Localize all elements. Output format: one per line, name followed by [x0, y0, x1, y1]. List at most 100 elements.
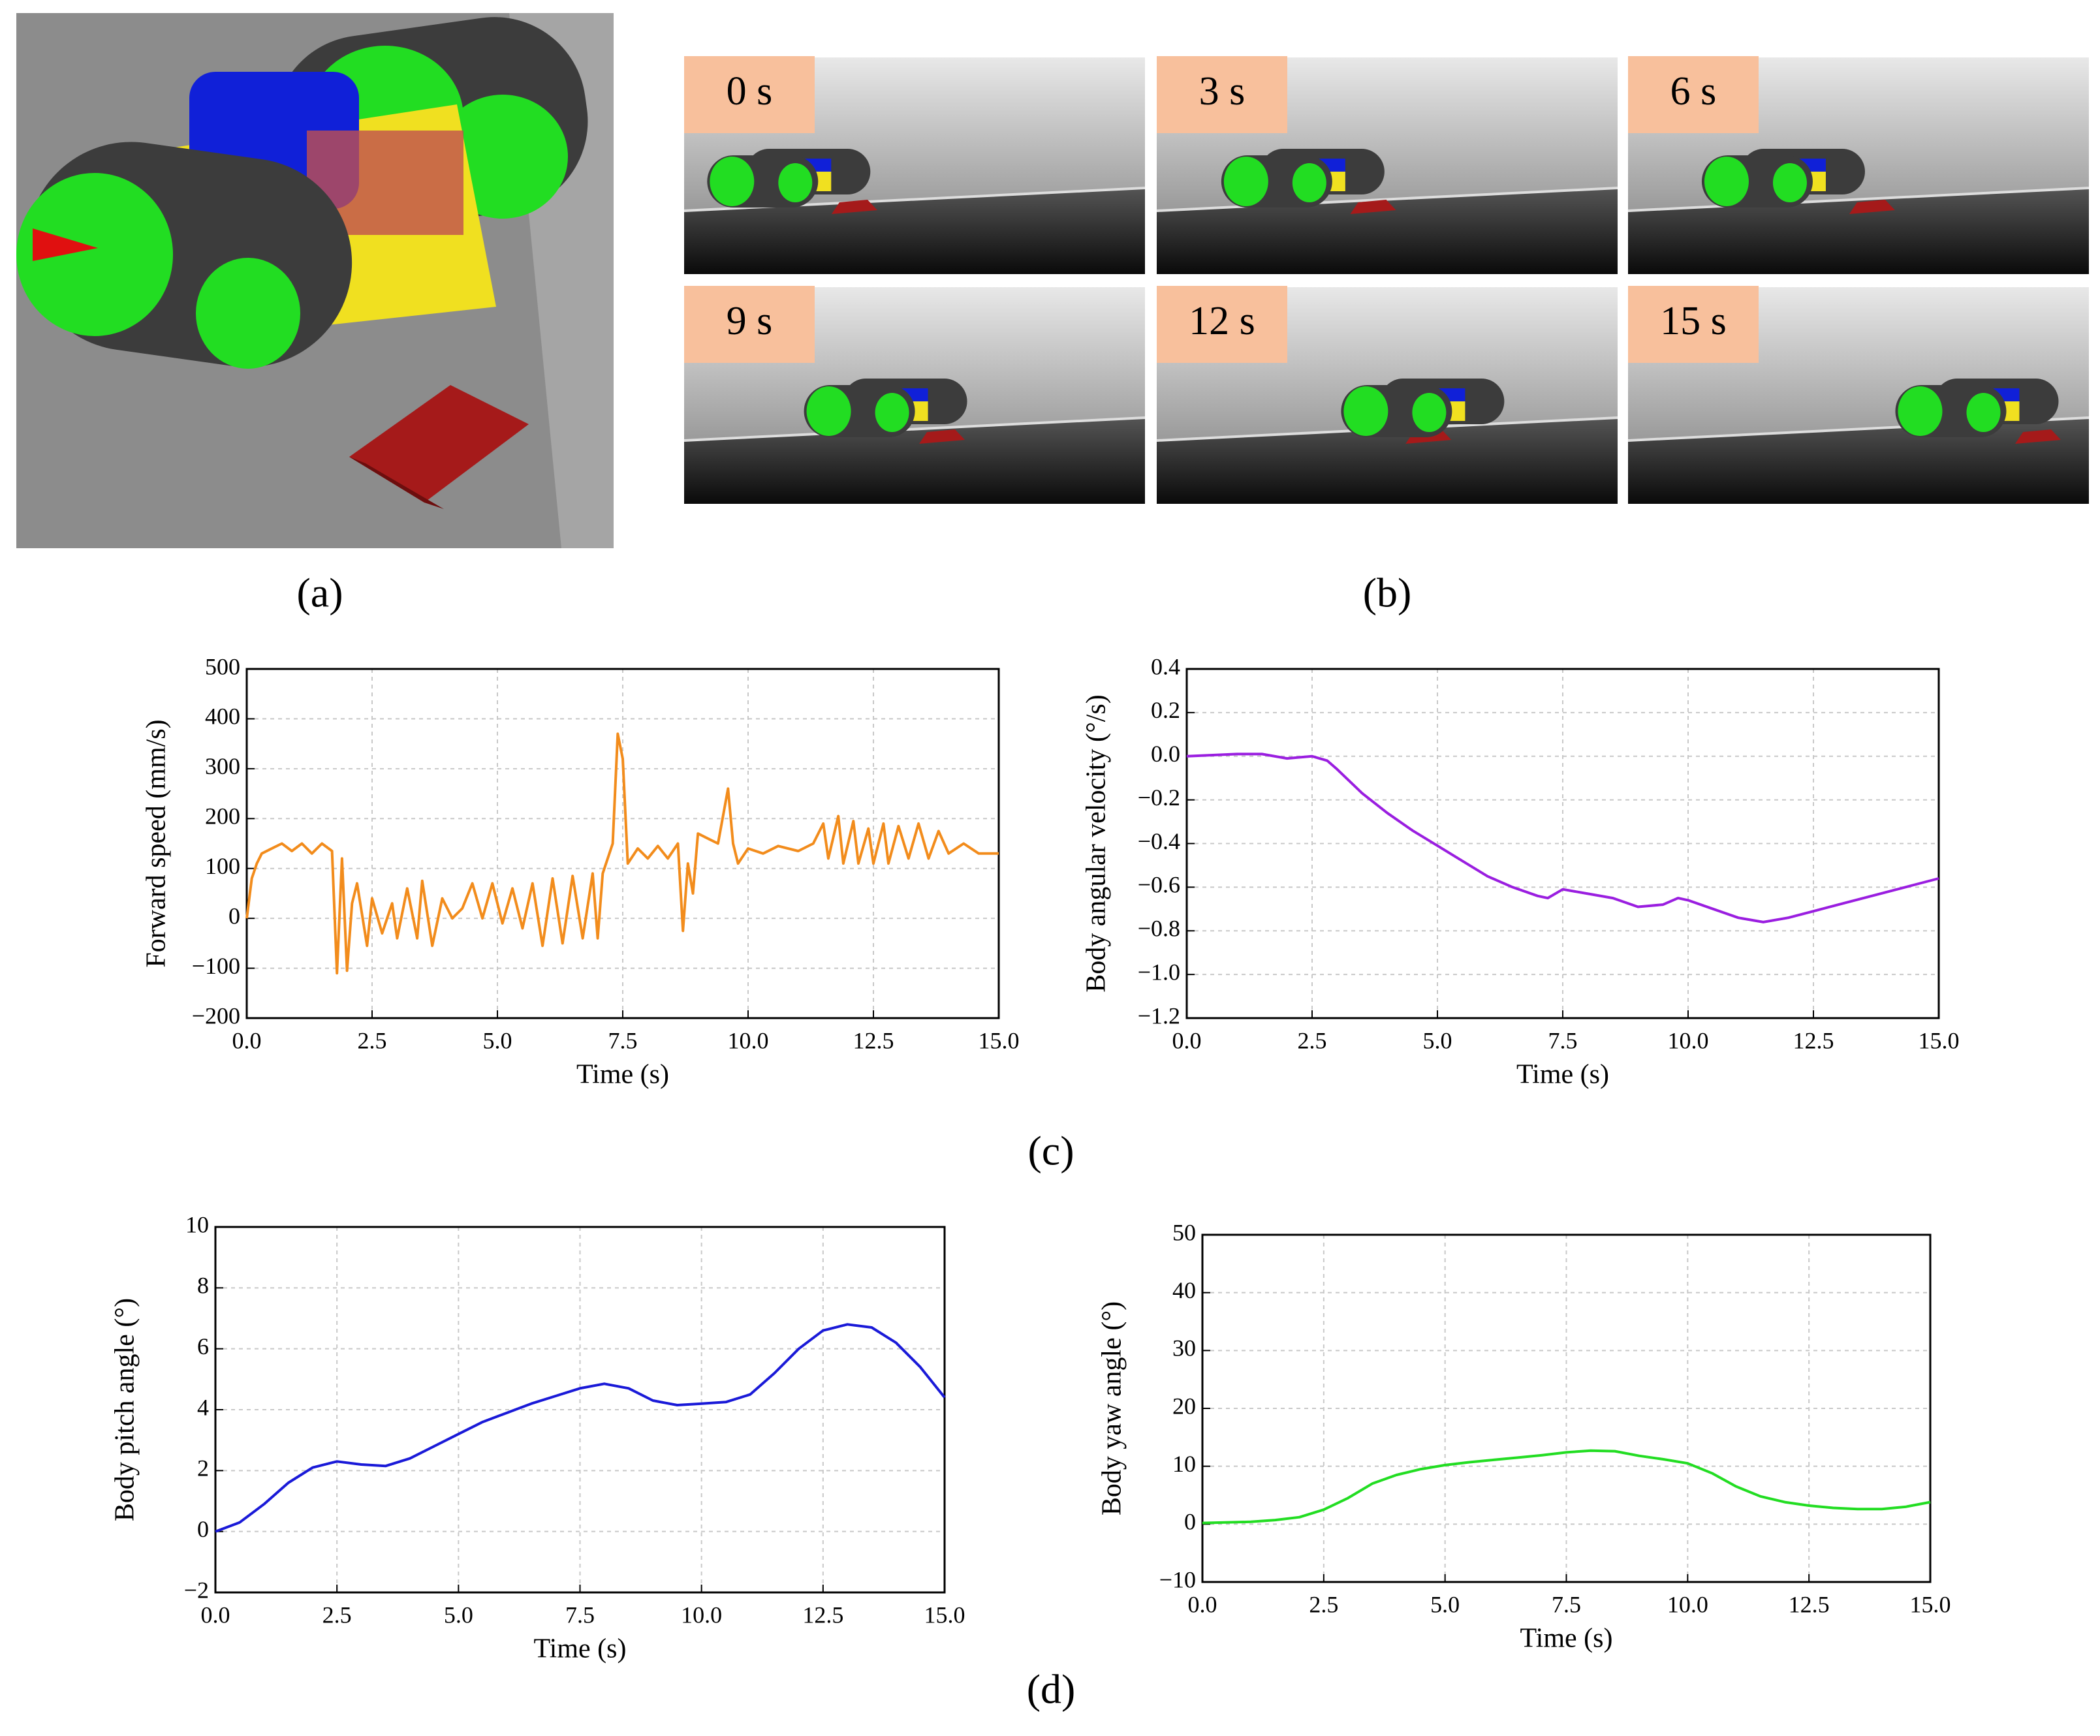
time-label: 0 s [727, 69, 773, 114]
y-tick-label: 0.2 [1151, 697, 1180, 723]
y-axis-label: Forward speed (mm/s) [142, 719, 172, 967]
plot-frame [214, 1226, 946, 1594]
x-tick-label: 12.5 [1789, 1591, 1830, 1617]
obstacle [831, 200, 877, 214]
robot-wheel [1772, 163, 1807, 202]
x-tick-label: 12.5 [1793, 1027, 1834, 1053]
snapshot: 3 s [1156, 56, 1618, 274]
x-axis-label: Time (s) [576, 1060, 669, 1090]
x-tick-label: 0.0 [1172, 1027, 1202, 1053]
robot-wheel [1343, 386, 1388, 436]
snapshot-floor [1628, 418, 2089, 504]
snapshot-floor [1628, 188, 2089, 274]
time-label-box [1157, 56, 1287, 133]
snapshot-edge [1156, 187, 1618, 212]
robot-wheel [710, 157, 755, 206]
x-tick-label: 0.0 [232, 1027, 262, 1053]
chart: 0.0 2.5 5.0 7.5 10.0 12.5 15.0 −2 0 2 4 6 8 10 Time (s… [110, 1211, 965, 1664]
robot-wheel [1898, 386, 1943, 436]
y-tick-label: 20 [1172, 1393, 1196, 1419]
panel-b-images: 0 s 3 s 6 s 9 s 12 s 15 s [683, 56, 2090, 504]
y-tick-label: −0.8 [1138, 916, 1180, 942]
snapshot: 15 s [1627, 286, 2090, 504]
time-label: 15 s [1660, 299, 1727, 343]
snapshot: 6 s [1627, 56, 2090, 274]
y-tick-label: 2 [197, 1455, 209, 1481]
x-axis-label: Time (s) [1516, 1060, 1609, 1090]
x-tick-label: 10.0 [728, 1027, 769, 1053]
time-label-box [684, 56, 815, 133]
robot-wheel [1966, 393, 2001, 432]
plot-frame [1185, 668, 1940, 1019]
x-tick-label: 15.0 [979, 1027, 1020, 1053]
plot-frame [245, 668, 1000, 1019]
snapshot: 9 s [683, 286, 1146, 504]
time-label-box [1628, 286, 1759, 363]
x-tick-label: 10.0 [1667, 1591, 1708, 1617]
time-label: 9 s [727, 299, 773, 343]
y-tick-label: −200 [192, 1002, 240, 1029]
obstacle [2015, 429, 2061, 444]
data-line [1202, 1449, 1931, 1525]
chart: 0.0 2.5 5.0 7.5 10.0 12.5 15.0 −10 0 10 20 30 40 50 Ti… [1097, 1219, 1951, 1653]
x-tick-label: 5.0 [483, 1027, 512, 1053]
chart: 0.0 2.5 5.0 7.5 10.0 12.5 15.0 −1.2 −1.0 −0.8 −0.6… [1082, 653, 1960, 1089]
panel-label: (a) [296, 570, 343, 616]
robot-wheel [875, 393, 909, 432]
y-axis-label: Body pitch angle (°) [110, 1298, 140, 1521]
obstacle [1849, 200, 1895, 214]
y-tick-label: 40 [1172, 1277, 1196, 1303]
y-tick-label: −2 [184, 1577, 209, 1603]
time-label: 3 s [1199, 69, 1246, 114]
x-axis-label: Time (s) [1520, 1624, 1613, 1654]
x-tick-label: 0.0 [1188, 1591, 1217, 1617]
y-tick-label: 0.0 [1151, 741, 1180, 767]
time-label-box [1628, 56, 1759, 133]
time-label-box [1157, 286, 1287, 363]
y-tick-label: −10 [1159, 1566, 1196, 1592]
x-tick-label: 5.0 [444, 1602, 473, 1628]
x-tick-label: 7.5 [608, 1027, 638, 1053]
snapshot-floor [1157, 418, 1618, 504]
data-line [1186, 752, 1939, 923]
time-label: 12 s [1189, 299, 1255, 343]
panel-label: (d) [1027, 1666, 1076, 1713]
x-tick-label: 5.0 [1430, 1591, 1460, 1617]
y-tick-label: 30 [1172, 1335, 1196, 1361]
x-tick-label: 15.0 [924, 1602, 965, 1628]
snapshot: 12 s [1156, 286, 1618, 504]
y-tick-label: 300 [205, 753, 240, 779]
y-tick-label: 500 [205, 653, 240, 679]
chart: 0.0 2.5 5.0 7.5 10.0 12.5 15.0 −200 −100 0 100 200 3… [142, 653, 1020, 1089]
x-tick-label: 2.5 [1298, 1027, 1327, 1053]
y-tick-label: 0 [197, 1516, 209, 1542]
plot-frame [1201, 1233, 1932, 1583]
data-line [245, 732, 999, 975]
x-tick-label: 10.0 [681, 1602, 722, 1628]
y-tick-label: −1.0 [1138, 959, 1180, 985]
snapshot-edge [683, 416, 1146, 442]
y-axis-label: Body yaw angle (°) [1097, 1301, 1127, 1515]
y-tick-label: 0.4 [1151, 653, 1180, 679]
robot-wheel [1704, 157, 1749, 206]
robot-wheel [806, 386, 851, 436]
snapshot: 0 s [683, 56, 1146, 274]
x-tick-label: 12.5 [802, 1602, 843, 1628]
x-tick-label: 15.0 [1919, 1027, 1960, 1053]
y-tick-label: 50 [1172, 1219, 1196, 1245]
x-tick-label: 7.5 [565, 1602, 595, 1628]
panel-label: (b) [1363, 570, 1412, 616]
x-tick-label: 12.5 [853, 1027, 894, 1053]
time-label: 6 s [1670, 69, 1717, 114]
y-axis-label: Body angular velocity (°/s) [1082, 694, 1112, 993]
y-tick-label: 400 [205, 704, 240, 730]
x-tick-label: 2.5 [358, 1027, 387, 1053]
x-tick-label: 0.0 [201, 1602, 230, 1628]
y-tick-label: 6 [197, 1333, 209, 1359]
x-tick-label: 7.5 [1552, 1591, 1581, 1617]
x-tick-label: 5.0 [1423, 1027, 1452, 1053]
x-tick-label: 7.5 [1548, 1027, 1578, 1053]
snapshot-floor [1157, 188, 1618, 274]
robot-wheel [1412, 393, 1447, 432]
